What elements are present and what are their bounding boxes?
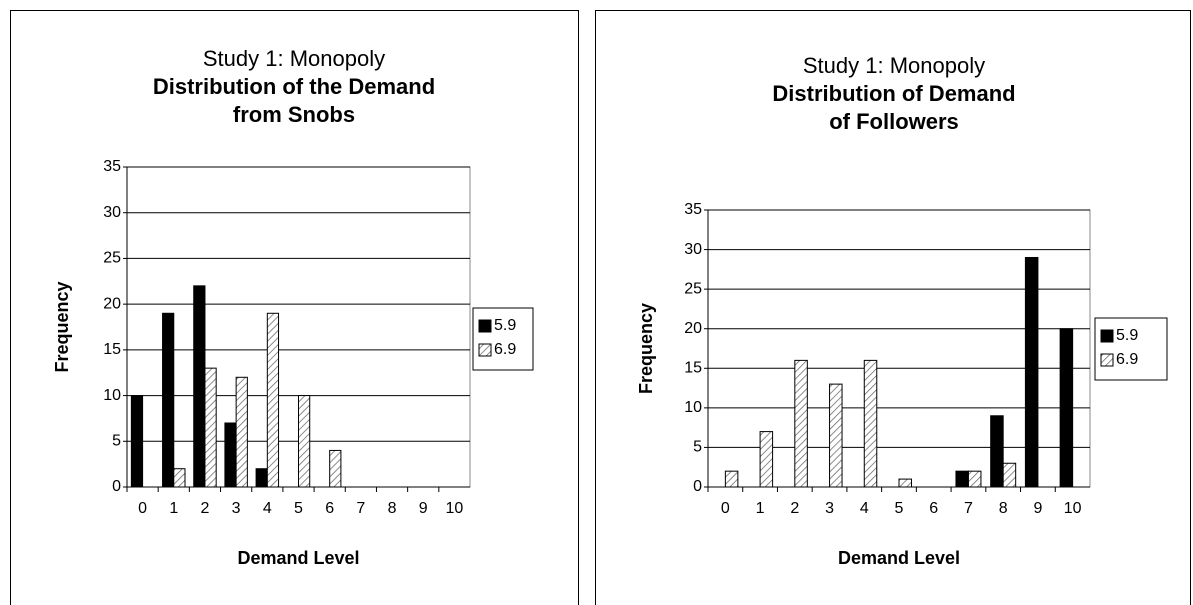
chart-subtitle: Distribution of Demand xyxy=(772,81,1015,106)
bar xyxy=(329,449,342,488)
chart-title: Study 1: Monopoly xyxy=(803,53,985,78)
bar xyxy=(235,376,248,488)
bar xyxy=(193,285,206,488)
legend-label: 6.9 xyxy=(494,341,516,358)
x-tick-label: 6 xyxy=(929,500,938,517)
x-tick-label: 0 xyxy=(138,500,147,517)
legend-swatch xyxy=(1100,353,1114,367)
bar xyxy=(162,312,175,488)
x-tick-label: 8 xyxy=(388,500,397,517)
x-tick-label: 1 xyxy=(756,500,765,517)
bar xyxy=(173,468,186,488)
bar xyxy=(298,395,311,488)
x-tick-label: 7 xyxy=(964,500,973,517)
legend-box xyxy=(1094,317,1168,381)
y-axis-title: Frequency xyxy=(52,281,72,372)
y-tick-label: 5 xyxy=(112,433,121,450)
chart-subtitle: from Snobs xyxy=(233,102,355,127)
y-tick-label: 25 xyxy=(684,280,702,297)
x-tick-label: 9 xyxy=(1033,500,1042,517)
legend-box xyxy=(472,307,534,371)
y-tick-label: 20 xyxy=(103,295,121,312)
x-tick-label: 1 xyxy=(169,500,178,517)
y-tick-label: 25 xyxy=(103,250,121,267)
y-tick-label: 20 xyxy=(684,320,702,337)
x-tick-label: 4 xyxy=(860,500,869,517)
x-tick-label: 6 xyxy=(325,500,334,517)
bar xyxy=(1059,328,1074,488)
legend-swatch xyxy=(478,319,492,333)
y-tick-label: 35 xyxy=(103,158,121,175)
x-tick-label: 10 xyxy=(446,500,464,517)
y-tick-label: 30 xyxy=(684,241,702,258)
y-tick-label: 10 xyxy=(684,399,702,416)
bar xyxy=(130,395,144,488)
bar xyxy=(224,422,237,488)
x-tick-label: 3 xyxy=(232,500,241,517)
y-tick-label: 35 xyxy=(684,201,702,218)
y-tick-label: 0 xyxy=(693,478,702,495)
y-tick-label: 10 xyxy=(103,387,121,404)
x-tick-label: 3 xyxy=(825,500,834,517)
x-tick-label: 0 xyxy=(721,500,730,517)
y-axis-title: Frequency xyxy=(636,303,656,394)
bar xyxy=(759,431,774,488)
bar xyxy=(1002,462,1017,488)
bar xyxy=(794,359,808,488)
x-tick-label: 2 xyxy=(201,500,210,517)
bar xyxy=(1024,256,1039,488)
bar xyxy=(898,478,913,488)
x-tick-label: 9 xyxy=(419,500,428,517)
bar xyxy=(863,359,878,488)
legend-label: 6.9 xyxy=(1116,351,1138,368)
bar xyxy=(724,470,739,488)
bar xyxy=(967,470,982,488)
y-tick-label: 30 xyxy=(103,204,121,221)
panel-frame xyxy=(10,10,579,605)
bar xyxy=(204,367,217,488)
x-tick-label: 4 xyxy=(263,500,272,517)
chart-subtitle: Distribution of the Demand xyxy=(153,74,435,99)
x-tick-label: 8 xyxy=(999,500,1008,517)
x-axis-title: Demand Level xyxy=(838,548,960,568)
bar xyxy=(990,415,1004,488)
legend-swatch xyxy=(478,343,492,357)
bar xyxy=(266,312,280,488)
y-tick-label: 0 xyxy=(112,478,121,495)
bar xyxy=(829,383,843,488)
y-tick-label: 5 xyxy=(693,439,702,456)
x-axis-title: Demand Level xyxy=(237,548,359,568)
legend-label: 5.9 xyxy=(494,317,516,334)
y-tick-label: 15 xyxy=(684,360,702,377)
x-tick-label: 7 xyxy=(356,500,365,517)
chart-title: Study 1: Monopoly xyxy=(203,46,385,71)
legend-label: 5.9 xyxy=(1116,327,1138,344)
bar xyxy=(255,468,268,488)
legend-swatch xyxy=(1100,329,1114,343)
x-tick-label: 10 xyxy=(1064,500,1082,517)
y-tick-label: 15 xyxy=(103,341,121,358)
x-tick-label: 5 xyxy=(895,500,904,517)
x-tick-label: 2 xyxy=(790,500,799,517)
bar xyxy=(955,470,969,488)
panel-frame xyxy=(595,10,1191,605)
x-tick-label: 5 xyxy=(294,500,303,517)
chart-subtitle: of Followers xyxy=(829,109,959,134)
